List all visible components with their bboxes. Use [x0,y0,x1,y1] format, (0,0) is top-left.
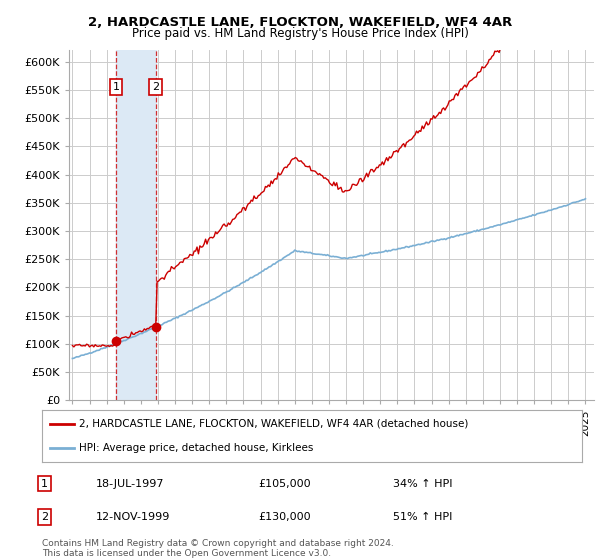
Text: 2: 2 [152,82,159,92]
Text: Contains HM Land Registry data © Crown copyright and database right 2024.
This d: Contains HM Land Registry data © Crown c… [42,539,394,558]
Text: 12-NOV-1999: 12-NOV-1999 [96,512,170,522]
Text: 2, HARDCASTLE LANE, FLOCKTON, WAKEFIELD, WF4 4AR: 2, HARDCASTLE LANE, FLOCKTON, WAKEFIELD,… [88,16,512,29]
Text: Price paid vs. HM Land Registry's House Price Index (HPI): Price paid vs. HM Land Registry's House … [131,27,469,40]
Text: HPI: Average price, detached house, Kirklees: HPI: Average price, detached house, Kirk… [79,443,313,453]
Text: £105,000: £105,000 [258,479,311,488]
Text: 1: 1 [41,479,48,488]
Text: 34% ↑ HPI: 34% ↑ HPI [393,479,452,488]
Bar [116,50,156,400]
Text: £130,000: £130,000 [258,512,311,522]
Text: 51% ↑ HPI: 51% ↑ HPI [393,512,452,522]
Text: 18-JUL-1997: 18-JUL-1997 [96,479,164,488]
Text: 1: 1 [112,82,119,92]
Text: 2: 2 [41,512,48,522]
Text: 2, HARDCASTLE LANE, FLOCKTON, WAKEFIELD, WF4 4AR (detached house): 2, HARDCASTLE LANE, FLOCKTON, WAKEFIELD,… [79,419,468,429]
